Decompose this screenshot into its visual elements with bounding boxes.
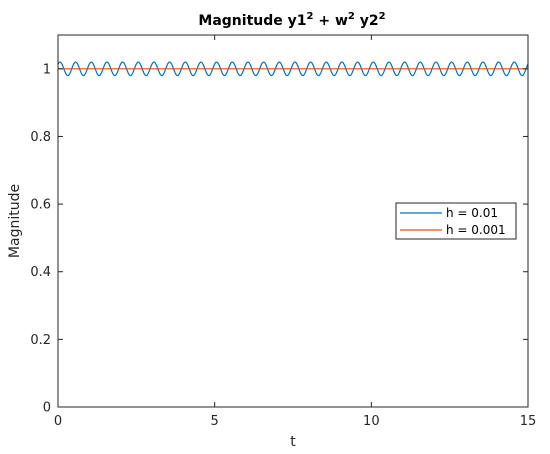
x-tick-label: 0: [54, 414, 62, 429]
y-tick-label: 0.4: [30, 265, 51, 280]
y-tick-label: 1: [43, 62, 51, 77]
x-tick-label: 10: [363, 414, 380, 429]
legend-box: [395, 202, 517, 240]
legend-label-h-0-001: h = 0.001: [446, 223, 506, 237]
chart-title: Magnitude y12 + w2 y22: [198, 11, 385, 29]
axes-box: [57, 34, 529, 408]
chart-title-sup1: 2: [307, 11, 314, 22]
tick-layer: 0 5 10 15 0 0.2 0.4 0.6 0.8 1: [30, 35, 536, 429]
series-layer: [57, 61, 529, 77]
y-tick-label: 0.2: [30, 333, 51, 348]
chart-title-sup3: 2: [379, 11, 386, 22]
y-tick-label: 0.8: [30, 130, 51, 145]
chart-title-mid2: y2: [355, 13, 379, 29]
chart-title-mid1: + w: [313, 13, 347, 29]
series-line-h-0-01: [57, 61, 529, 77]
x-axis-title: t: [290, 434, 296, 450]
chart-title-base: Magnitude y1: [198, 13, 306, 29]
x-tick-label: 15: [520, 414, 537, 429]
legend-label-h-0-01: h = 0.01: [446, 206, 498, 220]
y-tick-label: 0.6: [30, 198, 51, 213]
chart-title-sup2: 2: [348, 11, 355, 22]
y-tick-label: 0: [43, 401, 51, 416]
y-axis-title: Magnitude: [7, 184, 23, 258]
legend: h = 0.01 h = 0.001: [395, 202, 517, 240]
x-tick-label: 5: [211, 414, 219, 429]
